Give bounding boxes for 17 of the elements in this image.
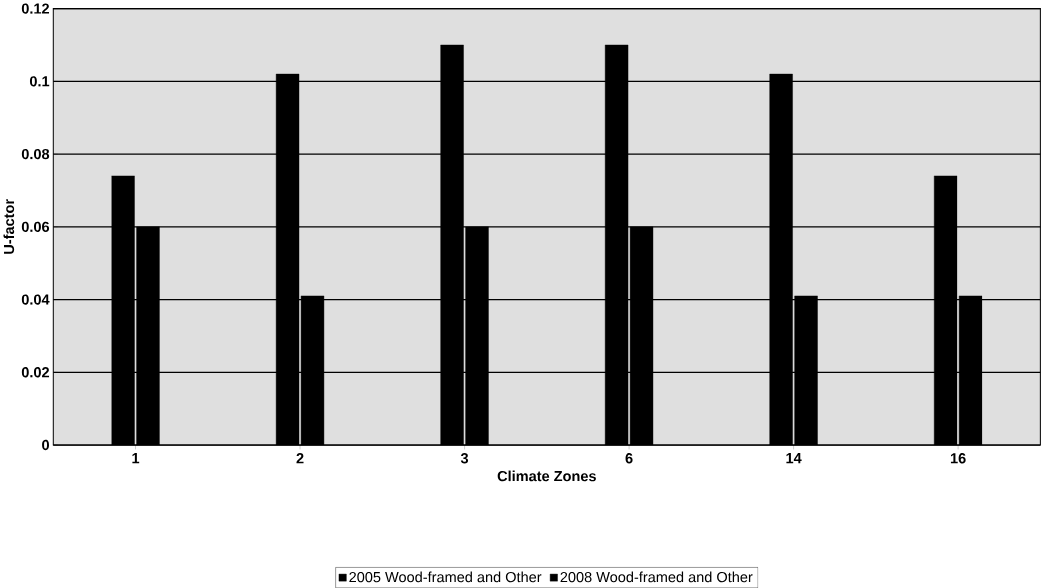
x-tick-label: 1 — [132, 453, 140, 464]
x-axis-title: Climate Zones — [497, 470, 596, 482]
legend-label: 2005 Wood-framed and Other — [349, 571, 542, 583]
y-axis-title: U-factor — [3, 199, 15, 254]
y-tick-label: 0.1 — [29, 76, 50, 87]
y-tick-label: 0.04 — [21, 294, 50, 305]
y-tick-label: 0.08 — [21, 148, 50, 160]
y-tick-label: 0 — [42, 439, 50, 451]
x-tick-label: 16 — [950, 453, 966, 464]
x-tick-label: 3 — [460, 453, 469, 464]
y-tick-label: 0.06 — [21, 221, 50, 232]
legend-label: 2008 Wood-framed and Other — [560, 571, 753, 583]
y-tick-label: 0.12 — [21, 3, 50, 14]
x-tick-label: 6 — [625, 453, 633, 464]
x-tick-label: 2 — [296, 453, 304, 464]
x-tick-label: 14 — [786, 453, 802, 464]
y-tick-label: 0.02 — [21, 367, 50, 378]
